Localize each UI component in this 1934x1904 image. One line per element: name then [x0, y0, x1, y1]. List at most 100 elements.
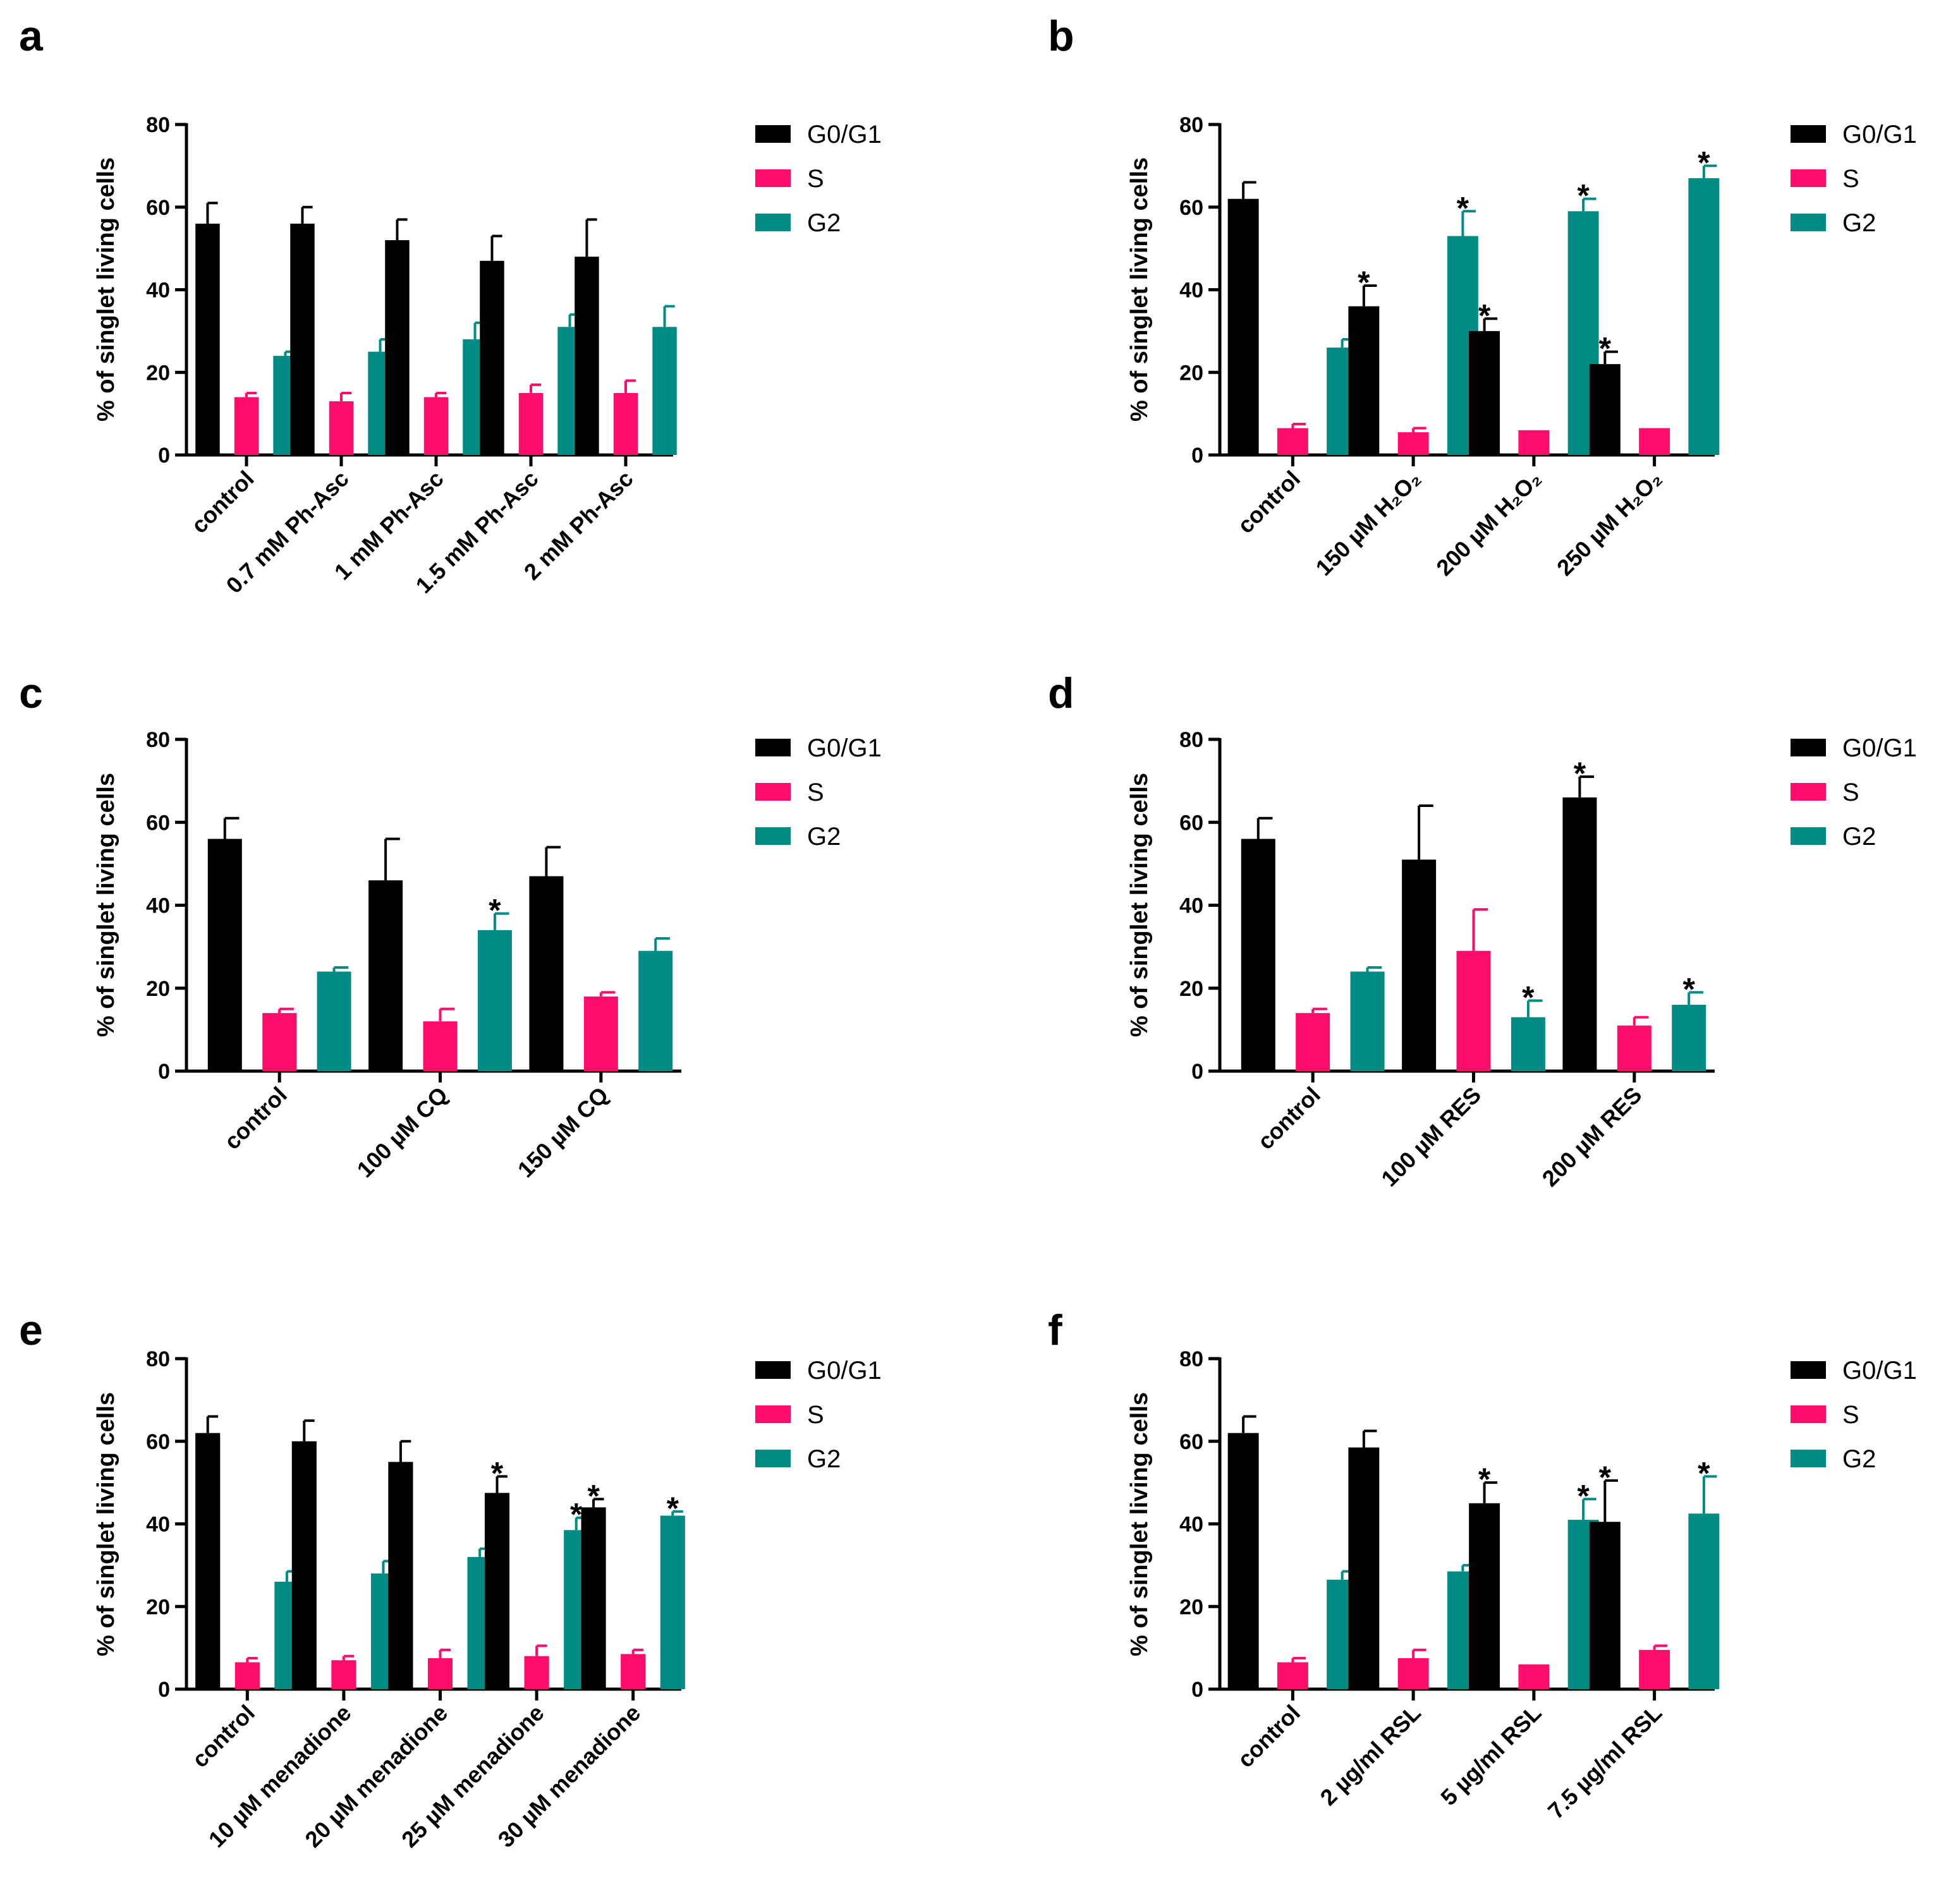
bar-g2: [1350, 971, 1385, 1071]
significance-star: *: [1577, 1478, 1590, 1513]
bar-s: [329, 401, 354, 455]
significance-star: *: [1577, 178, 1590, 214]
bar-g0g1: [1402, 859, 1437, 1071]
panel-c: c 0 20 40 60 80 % of singlet living cells contr…: [19, 669, 882, 1182]
legend-swatch-g0g1: [755, 125, 791, 143]
category-label: control: [219, 1082, 292, 1155]
legend-label-s: S: [1842, 1401, 1859, 1429]
y-axis-title: % of singlet living cells: [93, 773, 119, 1037]
category-label: 2 µg/ml RSL: [1315, 1700, 1426, 1810]
legend-swatch-g0g1: [755, 739, 791, 756]
bar-s: [234, 1662, 260, 1689]
y-tick-label: 0: [1191, 444, 1203, 468]
legend-swatch-g2: [1791, 1450, 1826, 1467]
bar-s: [1518, 1664, 1550, 1689]
significance-star: *: [1478, 1462, 1491, 1497]
bar-s: [262, 1013, 297, 1071]
legend-label-g2: G2: [1842, 209, 1876, 237]
panel-letter: b: [1048, 12, 1074, 60]
significance-star: *: [491, 1455, 504, 1491]
significance-star: *: [587, 1478, 600, 1513]
bar-g0g1: [1241, 839, 1275, 1071]
category-label: control: [1232, 466, 1305, 538]
y-tick-label: 20: [146, 977, 170, 1001]
panel-letter: e: [19, 1306, 43, 1354]
legend-label-g0g1: G0/G1: [807, 1357, 882, 1385]
bar-g0g1: [195, 223, 220, 455]
bar-g2: [1672, 1005, 1706, 1071]
panel-letter: a: [19, 12, 44, 60]
bar-g0g1: [385, 240, 410, 455]
bar-g0g1: [290, 223, 315, 455]
legend-swatch-g2: [755, 214, 791, 231]
legend-swatch-g2: [1791, 214, 1826, 231]
y-axis-title: % of singlet living cells: [1126, 773, 1153, 1037]
y-tick-label: 40: [1179, 894, 1203, 918]
bar-g2: [1688, 178, 1720, 455]
y-tick-label: 60: [146, 1430, 170, 1454]
legend-label-g0g1: G0/G1: [1842, 734, 1917, 762]
panel-letter: d: [1048, 669, 1074, 717]
y-tick-label: 20: [146, 1595, 170, 1619]
bar-g2: [638, 950, 673, 1071]
significance-star: *: [1522, 979, 1535, 1015]
bar-g0g1: [575, 257, 599, 455]
panel-a: a 0 20 40 60 80 % of singlet living cells contr…: [19, 12, 882, 598]
legend-label-g2: G2: [807, 1445, 841, 1473]
significance-star: *: [1698, 1455, 1710, 1491]
y-tick-label: 40: [1179, 279, 1203, 303]
category-label: 200 µM H₂O₂: [1431, 466, 1546, 581]
y-tick-label: 80: [1179, 728, 1203, 752]
legend-swatch-g0g1: [1791, 739, 1826, 756]
legend-swatch-g2: [1791, 827, 1826, 845]
legend-label-g0g1: G0/G1: [1842, 121, 1917, 149]
bar-g2: [660, 1515, 685, 1689]
significance-star: *: [1599, 1460, 1612, 1495]
category-label: 200 µM RES: [1537, 1082, 1647, 1192]
bar-s: [423, 397, 449, 455]
y-tick-label: 80: [1179, 1347, 1203, 1371]
bar-s: [1296, 1013, 1330, 1071]
category-label: 150 µM H₂O₂: [1310, 466, 1425, 581]
category-label: 250 µM H₂O₂: [1552, 466, 1667, 581]
bar-s: [1277, 1662, 1308, 1689]
legend-swatch-s: [1791, 1405, 1826, 1423]
panel-d: d 0 20 40 60 80 % of singlet living cells contr…: [1048, 669, 1917, 1191]
legend-label-g2: G2: [1842, 1445, 1876, 1473]
legend-label-s: S: [807, 1401, 824, 1429]
panel-letter: c: [19, 669, 43, 717]
panel-f: f 0 20 40 60 80 % of singlet living cells contr…: [1048, 1306, 1917, 1824]
bar-g0g1: [529, 876, 564, 1071]
bar-g0g1: [484, 1493, 510, 1689]
legend-swatch-s: [755, 783, 791, 801]
y-tick-label: 40: [146, 279, 170, 303]
legend-swatch-s: [1791, 783, 1826, 801]
y-tick-label: 60: [1179, 196, 1203, 220]
y-tick-label: 20: [1179, 977, 1203, 1001]
panel-e: e 0 20 40 60 80 % of singlet living cells contr…: [19, 1306, 882, 1852]
y-tick-label: 60: [146, 811, 170, 835]
bar-g0g1: [388, 1462, 413, 1689]
bar-s: [1397, 432, 1429, 455]
bar-g0g1: [1227, 198, 1259, 455]
y-tick-label: 80: [146, 113, 170, 137]
legend-label-s: S: [1842, 779, 1859, 806]
legend-label-g2: G2: [807, 823, 841, 851]
bar-g0g1: [1348, 1447, 1380, 1689]
bar-g0g1: [1589, 1522, 1621, 1689]
bar-s: [1617, 1025, 1651, 1071]
bar-s: [1518, 430, 1550, 455]
y-tick-label: 40: [146, 1513, 170, 1537]
y-tick-label: 40: [1179, 1513, 1203, 1537]
bar-g0g1: [1227, 1433, 1259, 1689]
legend-swatch-g0g1: [1791, 1361, 1826, 1379]
category-label: 5 µg/ml RSL: [1435, 1700, 1546, 1810]
panel-letter: f: [1048, 1306, 1062, 1354]
bar-g0g1: [581, 1507, 606, 1689]
legend-label-g0g1: G0/G1: [807, 121, 882, 149]
y-tick-label: 60: [146, 196, 170, 220]
bar-g2: [1688, 1513, 1720, 1689]
bar-s: [613, 392, 638, 455]
legend-swatch-g0g1: [755, 1361, 791, 1379]
